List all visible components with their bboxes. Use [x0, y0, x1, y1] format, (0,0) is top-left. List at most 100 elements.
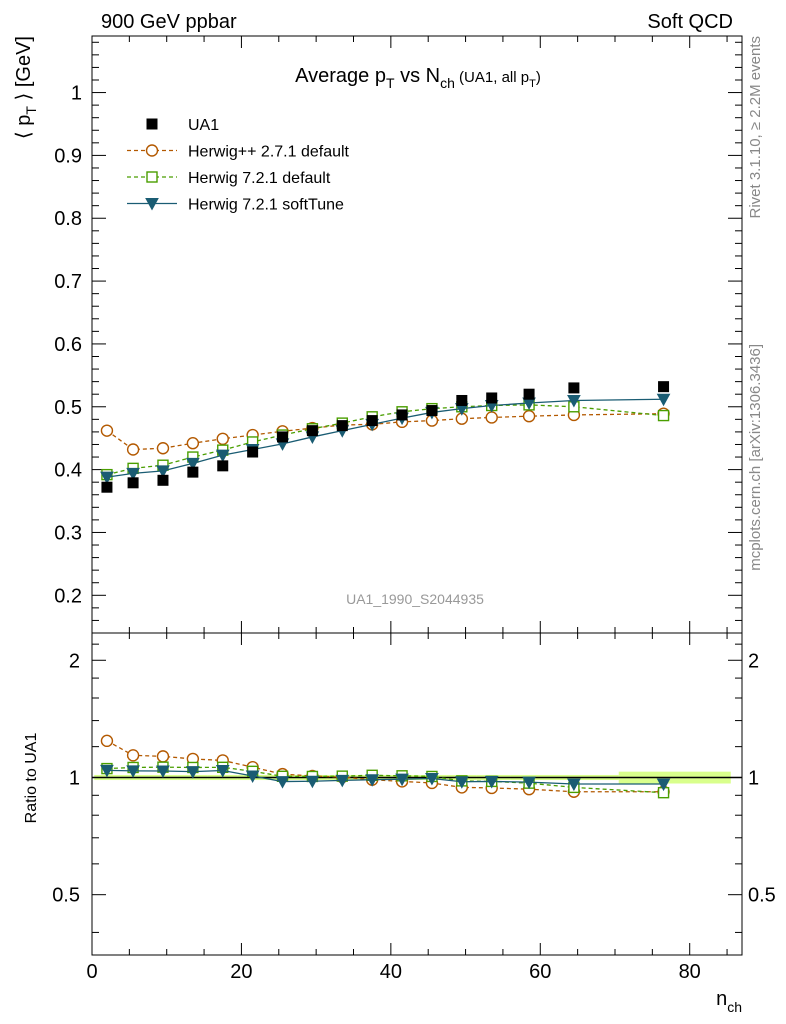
y-tick-label: 0.6 — [54, 334, 82, 356]
series-3-point — [656, 393, 671, 407]
legend-label: UA1 — [188, 117, 219, 134]
data-point — [277, 431, 289, 443]
series-1-main — [100, 407, 670, 456]
legend-marker — [145, 144, 159, 157]
series-1-point — [485, 411, 498, 424]
ratio-series — [100, 734, 671, 799]
x-tick-label: 0 — [86, 961, 97, 983]
data-point — [426, 405, 438, 417]
series-1-point — [156, 442, 170, 455]
y-tick-label: 0.9 — [54, 145, 82, 167]
ratio-y-axis-label: Ratio to UA1 — [23, 733, 40, 824]
series-1-ratio-point — [126, 749, 140, 762]
data-point — [247, 446, 259, 458]
data-point — [456, 394, 468, 406]
series-3-ratio-point — [186, 766, 200, 779]
data-point — [157, 474, 169, 486]
x-tick-label: 80 — [679, 961, 701, 983]
series-3-point — [215, 449, 230, 463]
y-tick-label: 0.2 — [54, 585, 82, 607]
series-3-point — [186, 457, 200, 471]
data-point — [217, 460, 229, 472]
series-3-point — [126, 467, 140, 481]
y-tick-label: 0.7 — [54, 271, 82, 293]
series-3-ratio-point — [126, 765, 140, 778]
data-point — [568, 382, 580, 394]
series-3-ratio-point — [156, 765, 170, 779]
series-3-ratio-point — [484, 775, 499, 789]
series-3-ratio-point — [215, 765, 230, 778]
ratio-plot-frame — [91, 632, 743, 956]
series-3-ratio-point — [395, 773, 409, 787]
ratio-y-tick-label: 1 — [69, 767, 80, 789]
data-point — [306, 425, 318, 437]
ratio-y-tick-label-right: 1 — [748, 767, 759, 789]
ratio-y-tick-label: 2 — [69, 650, 80, 672]
analysis-watermark: UA1_1990_S2044935 — [346, 591, 484, 607]
legend-marker — [145, 198, 159, 211]
data-point — [101, 481, 113, 493]
series-1-point — [186, 437, 200, 450]
header-left: 900 GeV ppbar — [101, 11, 237, 33]
x-axis-label: nch — [716, 988, 742, 1015]
main-series — [100, 381, 671, 493]
series-3-ratio-point — [245, 770, 260, 784]
y-tick-label: 1 — [71, 83, 82, 105]
series-1-point — [100, 424, 114, 437]
legend-entry: Herwig++ 2.7.1 default — [127, 144, 350, 161]
legend-entry: Herwig 7.2.1 default — [127, 170, 331, 187]
axes: 0 20 40 60 80 0.2 0.3 0.4 0.5 0.6 0.7 0.8 0.9 1 0.5 0.5… — [52, 36, 776, 983]
y-tick-label: 0.8 — [54, 208, 82, 230]
plot-title: Average pT vs Nch (UA1, all pT) — [295, 65, 541, 91]
x-tick-label: 60 — [529, 961, 551, 983]
series-2-point — [657, 409, 670, 422]
y-axis-label: ⟨ pT ⟩ [GeV] — [13, 36, 39, 139]
series-3-point — [156, 465, 170, 478]
series-3-point — [100, 471, 114, 485]
series-3-ratio-point — [656, 778, 671, 792]
series-3-ratio — [100, 764, 671, 792]
data-point — [523, 388, 535, 400]
y-tick-label: 0.4 — [54, 460, 82, 482]
legend-label: Herwig++ 2.7.1 default — [188, 144, 350, 161]
x-tick-label: 40 — [380, 961, 402, 983]
series-1-point — [522, 409, 536, 423]
series-1-point — [216, 432, 229, 446]
side-rivet-label: Rivet 3.1.10, ≥ 2.2M events — [747, 36, 764, 219]
data-point — [187, 466, 199, 478]
legend-label: Herwig 7.2.1 default — [188, 170, 331, 187]
series-3-ratio-point — [454, 776, 469, 789]
header-right: Soft QCD — [647, 11, 733, 33]
data-point — [127, 477, 139, 489]
series-3-ratio-point — [522, 776, 536, 790]
series-3-ratio-point — [335, 774, 350, 788]
ratio-y-tick-label: 0.5 — [52, 885, 80, 907]
series-3-ratio-point — [365, 774, 380, 787]
data-point — [486, 392, 498, 404]
y-tick-label: 0.3 — [54, 522, 82, 544]
series-3-ratio-point — [100, 764, 114, 778]
legend-label: Herwig 7.2.1 softTune — [188, 197, 344, 214]
legend-entry: UA1 — [146, 117, 219, 134]
data-point — [366, 415, 378, 427]
series-1-ratio-point — [100, 734, 114, 748]
series-3-point — [567, 394, 581, 408]
series-2-main — [101, 399, 670, 481]
legend-entry: Herwig 7.2.1 softTune — [127, 197, 344, 214]
data-point — [336, 420, 348, 432]
series-3-ratio-point — [305, 775, 320, 789]
legend-marker — [146, 118, 158, 130]
legend: UA1 Herwig++ 2.7.1 default Herwig 7.2.1 de… — [127, 117, 350, 214]
series-3-ratio-point — [425, 772, 439, 786]
data-point — [658, 381, 670, 393]
data-point — [396, 409, 408, 421]
series-3-ratio-point — [275, 776, 290, 789]
y-tick-label: 0.5 — [54, 397, 82, 419]
series-3-ratio-point — [567, 778, 581, 792]
ratio-y-tick-label-right: 0.5 — [748, 885, 776, 907]
side-mcplots-label: mcplots.cern.ch [arXiv:1306.3436] — [747, 344, 764, 571]
ratio-y-tick-label-right: 2 — [748, 650, 759, 672]
series-1-ratio-point — [156, 750, 170, 763]
legend-marker — [146, 171, 158, 183]
